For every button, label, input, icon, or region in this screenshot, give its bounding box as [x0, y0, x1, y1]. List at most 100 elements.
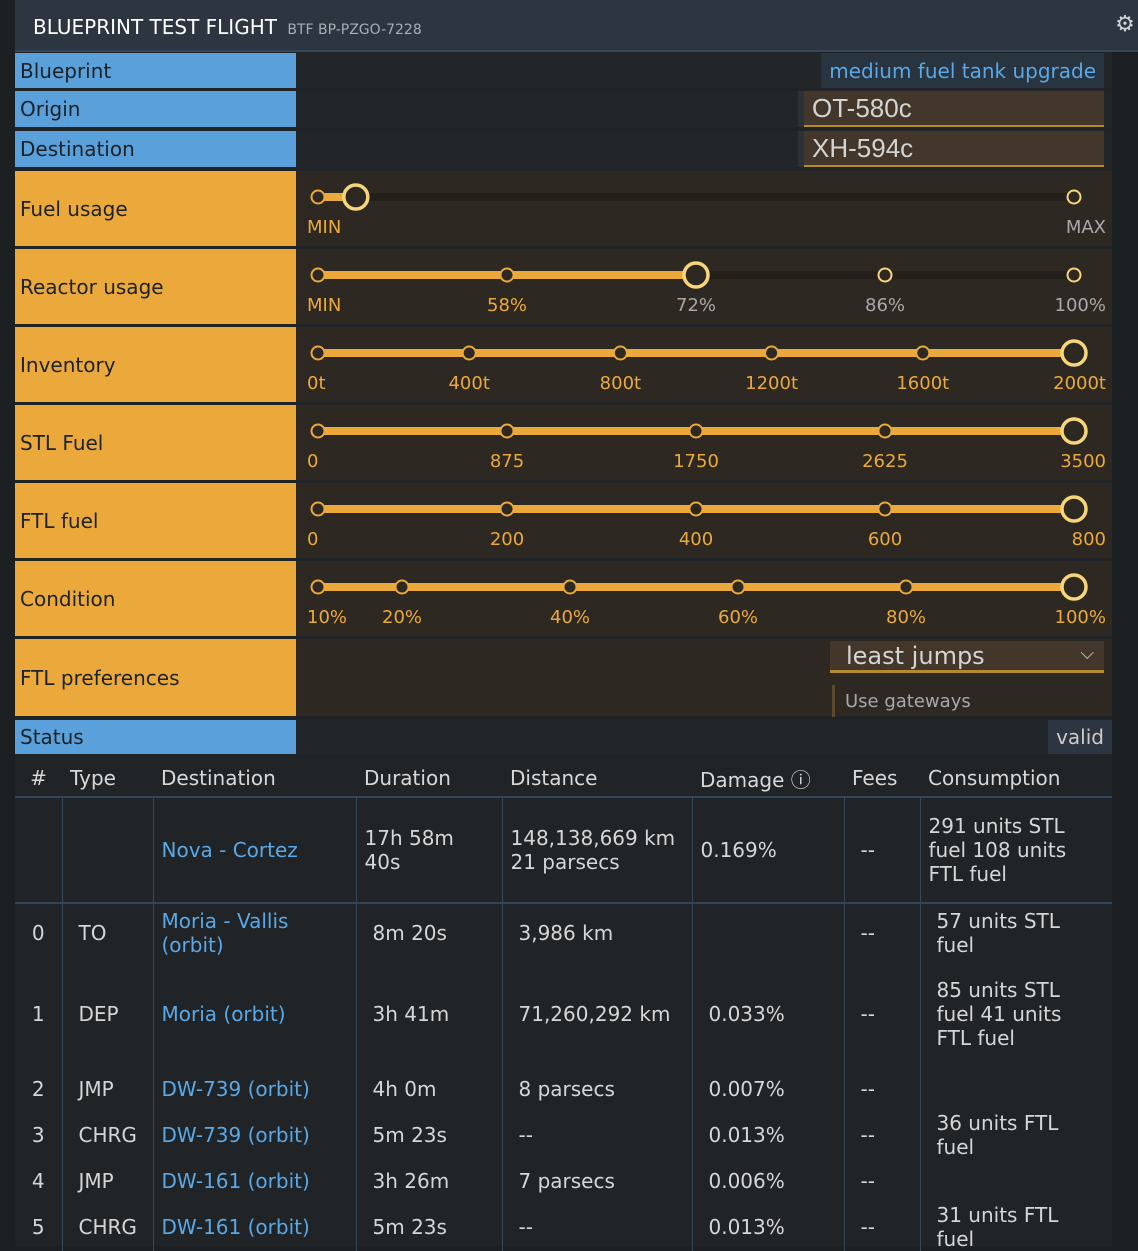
slider-tick-label: 200 [489, 529, 525, 550]
slider-tick-dot [877, 501, 893, 517]
table-row: 0 TO Moria - Vallis (orbit) 8m 20s 3,986 km -… [15, 903, 1112, 961]
row-destination-link[interactable]: Moria (orbit) [153, 961, 357, 1067]
slider-tick-label: 0t [307, 373, 326, 394]
slider-handle[interactable] [1060, 339, 1088, 367]
summary-destination-link[interactable]: Nova - Cortez [153, 797, 357, 904]
stl-fuel-row: STL Fuel 0 875 1750 2625 3500 [15, 405, 1112, 480]
col-fees: Fees [844, 760, 920, 798]
slider-tick-label: 72% [675, 295, 717, 316]
col-duration: Duration [356, 760, 502, 798]
slider-tick-dot [499, 501, 515, 517]
slider-handle[interactable] [1060, 573, 1088, 601]
row-destination-link[interactable]: DW-739 (orbit) [153, 1067, 357, 1111]
row-number: 1 [15, 961, 63, 1067]
reactor-usage-row: Reactor usage MIN 58% 72% 86% 100% [15, 249, 1112, 324]
slider-tick-dot [310, 345, 326, 361]
summary-number [15, 797, 63, 904]
col-damage[interactable]: Damage ⓘ [692, 760, 844, 798]
slider-tick-dot [1066, 267, 1082, 283]
summary-distance: 148,138,669 km 21 parsecs [502, 797, 693, 904]
reactor-usage-slider[interactable]: MIN 58% 72% 86% 100% [296, 249, 1112, 324]
row-fees: -- [844, 1159, 921, 1203]
panel-subtitle: BTF BP-PZGO-7228 [287, 22, 422, 38]
row-type: CHRG [62, 1111, 154, 1159]
row-duration: 5m 23s [356, 1203, 503, 1251]
slider-tick-label: MIN [307, 217, 342, 238]
ftl-fuel-slider[interactable]: 0 200 400 600 800 [296, 483, 1112, 558]
destination-input[interactable]: XH-594c [804, 131, 1104, 167]
inventory-slider[interactable]: 0t 400t 800t 1200t 1600t 2000t [296, 327, 1112, 402]
slider-tick-dot [915, 345, 931, 361]
slider-tick-dot [310, 189, 326, 205]
stl-fuel-slider[interactable]: 0 875 1750 2625 3500 [296, 405, 1112, 480]
row-type: JMP [62, 1067, 154, 1111]
col-number: # [15, 760, 62, 798]
row-fees: -- [844, 1203, 921, 1251]
status-badge: valid [1048, 720, 1112, 754]
ftl-fuel-row: FTL fuel 0 200 400 600 800 [15, 483, 1112, 558]
slider-tick-label: 100% [1054, 295, 1106, 316]
title-bar: BLUEPRINT TEST FLIGHT BTF BP-PZGO-7228 ⚙ [15, 0, 1138, 52]
table-header: # Type Destination Duration Distance Dam… [15, 760, 1112, 798]
slider-tick-dot [877, 267, 893, 283]
slider-tick-dot [730, 579, 746, 595]
slider-tick-dot [562, 579, 578, 595]
chevron-down-icon: ⌵ [1080, 643, 1094, 664]
slider-tick-label: 1200t [745, 373, 799, 394]
stl-fuel-label: STL Fuel [15, 405, 296, 480]
row-fees: -- [844, 961, 921, 1067]
blueprint-row: Blueprint medium fuel tank upgrade [15, 53, 1112, 88]
row-consumption: 85 units STL fuel 41 units FTL fuel [936, 978, 1062, 1050]
row-duration: 5m 23s [356, 1111, 503, 1159]
origin-label: Origin [15, 91, 296, 127]
slider-tick-dot [688, 423, 704, 439]
ftl-preferences-row: FTL preferences least jumps ⌵ Use gateway… [15, 639, 1112, 717]
slider-tick-label: 40% [549, 607, 591, 628]
blueprint-link[interactable]: medium fuel tank upgrade [821, 53, 1104, 88]
row-destination-link[interactable]: DW-161 (orbit) [153, 1203, 357, 1251]
slider-handle[interactable] [342, 183, 370, 211]
status-label: Status [15, 720, 296, 754]
ftl-preference-select[interactable]: least jumps ⌵ [830, 641, 1104, 673]
route-table: # Type Destination Duration Distance Dam… [15, 760, 1112, 1251]
origin-input[interactable]: OT-580c [804, 91, 1104, 127]
slider-tick-label: 800 [1071, 529, 1106, 550]
ftl-preferences-label: FTL preferences [15, 639, 296, 716]
row-damage: 0.013% [692, 1203, 845, 1251]
row-damage [692, 903, 845, 961]
col-destination: Destination [153, 760, 356, 798]
condition-slider[interactable]: 10% 20% 40% 60% 80% 100% [296, 561, 1112, 636]
row-destination-link[interactable]: DW-161 (orbit) [153, 1159, 357, 1203]
use-gateways-toggle[interactable]: Use gateways [832, 685, 1104, 717]
col-type: Type [62, 760, 153, 798]
row-type: TO [62, 903, 154, 961]
slider-tick-dot [1066, 189, 1082, 205]
row-damage: 0.013% [692, 1111, 845, 1159]
slider-tick-dot [499, 267, 515, 283]
slider-tick-label: MAX [1065, 217, 1106, 238]
row-consumption: 31 units FTL fuel [936, 1203, 1059, 1251]
slider-tick-dot [898, 579, 914, 595]
slider-tick-dot [688, 501, 704, 517]
destination-label: Destination [15, 131, 296, 167]
table-row: 5 CHRG DW-161 (orbit) 5m 23s -- 0.013% -- 31 un… [15, 1203, 1112, 1251]
row-distance: -- [502, 1111, 693, 1159]
slider-handle[interactable] [1060, 495, 1088, 523]
slider-fill [318, 193, 356, 201]
row-damage: 0.007% [692, 1067, 845, 1111]
slider-tick-label: 100% [1054, 607, 1106, 628]
row-distance: 8 parsecs [502, 1067, 693, 1111]
row-destination-link[interactable]: DW-739 (orbit) [153, 1111, 357, 1159]
row-destination-link[interactable]: Moria - Vallis (orbit) [153, 903, 357, 961]
panel-title: BLUEPRINT TEST FLIGHT BTF BP-PZGO-7228 [33, 15, 422, 39]
row-type: JMP [62, 1159, 154, 1203]
slider-handle[interactable] [682, 261, 710, 289]
fuel-usage-slider[interactable]: MIN MAX [296, 171, 1112, 246]
summary-fees: -- [844, 797, 921, 904]
gear-icon[interactable]: ⚙ [1115, 12, 1135, 37]
slider-tick-label: 400 [678, 529, 714, 550]
slider-handle[interactable] [1060, 417, 1088, 445]
blueprint-test-flight-panel: BLUEPRINT TEST FLIGHT BTF BP-PZGO-7228 ⚙… [15, 0, 1138, 1251]
row-consumption: 36 units FTL fuel [936, 1111, 1059, 1159]
slider-tick-dot [764, 345, 780, 361]
